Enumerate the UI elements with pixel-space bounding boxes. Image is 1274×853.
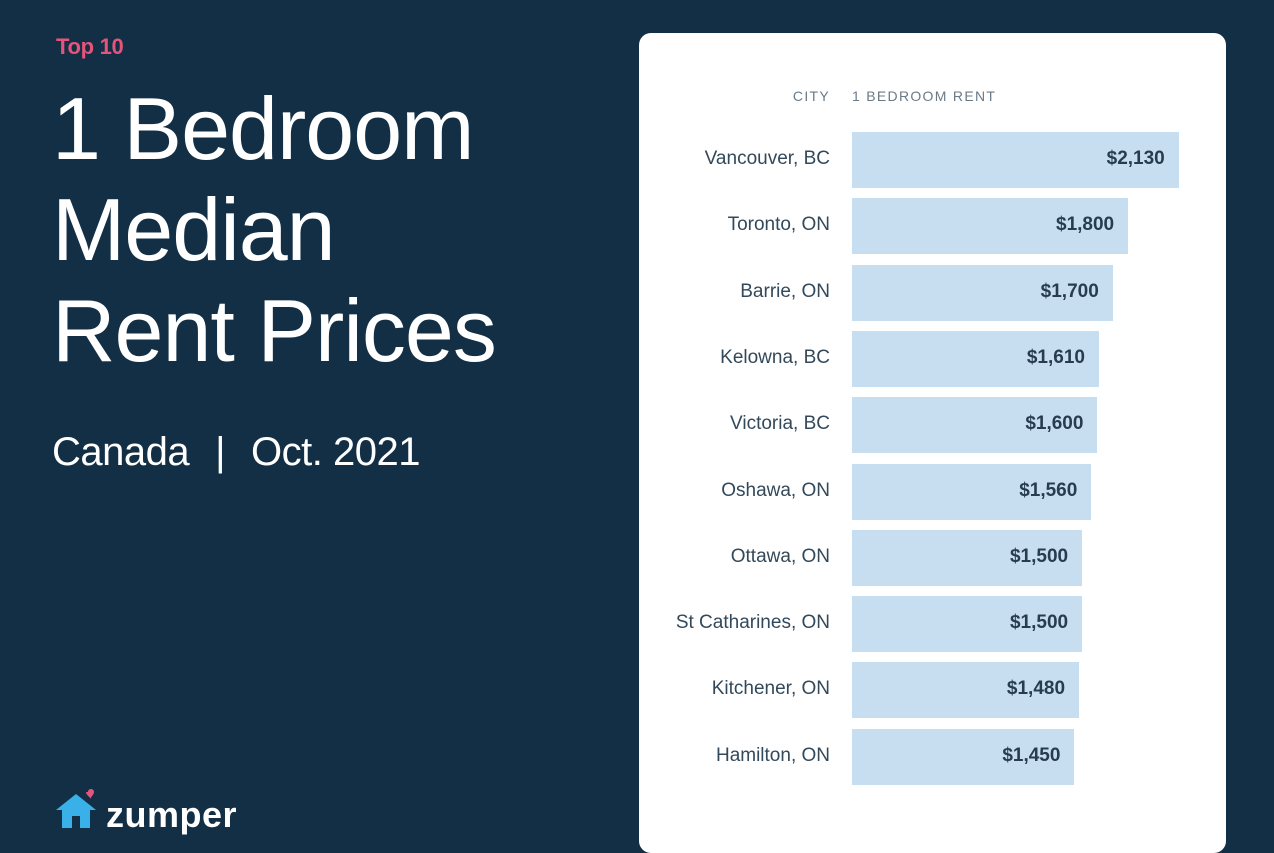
rent-value-label: $1,800 (1056, 214, 1115, 236)
city-label: St Catharines, ON (675, 612, 830, 634)
rent-bar (852, 728, 1075, 785)
rent-value-label: $1,610 (1026, 346, 1085, 368)
column-header-city: CITY (792, 88, 830, 104)
house-icon (56, 789, 96, 828)
rent-value-label: $1,700 (1040, 280, 1099, 302)
brand-logo: zumper (52, 784, 312, 835)
rent-bar (852, 596, 1083, 653)
page-title: 1 Bedroom Median Rent Prices (52, 78, 497, 381)
rent-value-label: $1,500 (1009, 612, 1069, 634)
title-line-3: Rent Prices (52, 281, 497, 380)
subtitle-country: Canada (52, 430, 190, 474)
rent-value-label: $1,560 (1019, 479, 1078, 501)
eyebrow-label: Top 10 (56, 34, 124, 59)
rent-bar (852, 662, 1080, 719)
rent-bar (852, 397, 1098, 454)
title-line-1: 1 Bedroom (52, 79, 474, 178)
city-label: Ottawa, ON (730, 545, 830, 567)
rent-value-label: $1,450 (1002, 744, 1061, 766)
city-label: Barrie, ON (740, 280, 830, 302)
city-label: Hamilton, ON (715, 744, 830, 766)
city-label: Kitchener, ON (711, 678, 830, 700)
city-label: Victoria, BC (730, 413, 830, 435)
rent-bar (852, 529, 1083, 586)
subtitle-separator: | (215, 430, 226, 474)
left-panel: Top 10 1 Bedroom Median Rent Prices Cana… (52, 0, 612, 835)
rent-value-label: $1,480 (1006, 678, 1066, 700)
rent-value-label: $1,500 (1009, 545, 1069, 567)
subtitle-date: Oct. 2021 (251, 430, 420, 474)
rent-bar (852, 198, 1129, 255)
city-label: Toronto, ON (727, 214, 830, 236)
column-header-rent: 1 BEDROOM RENT (852, 88, 997, 104)
rent-bar (852, 330, 1099, 387)
rent-value-label: $2,130 (1106, 148, 1165, 169)
rent-bar (852, 264, 1113, 321)
city-label: Vancouver, BC (704, 148, 830, 169)
title-line-2: Median (52, 180, 336, 279)
city-label: Kelowna, BC (720, 346, 830, 368)
rent-bar (852, 132, 1179, 188)
brand-name: zumper (106, 794, 238, 835)
city-label: Oshawa, ON (721, 479, 830, 501)
rent-bar (852, 463, 1092, 520)
subtitle: Canada | Oct. 2021 (52, 430, 420, 475)
rent-value-label: $1,600 (1025, 413, 1084, 435)
